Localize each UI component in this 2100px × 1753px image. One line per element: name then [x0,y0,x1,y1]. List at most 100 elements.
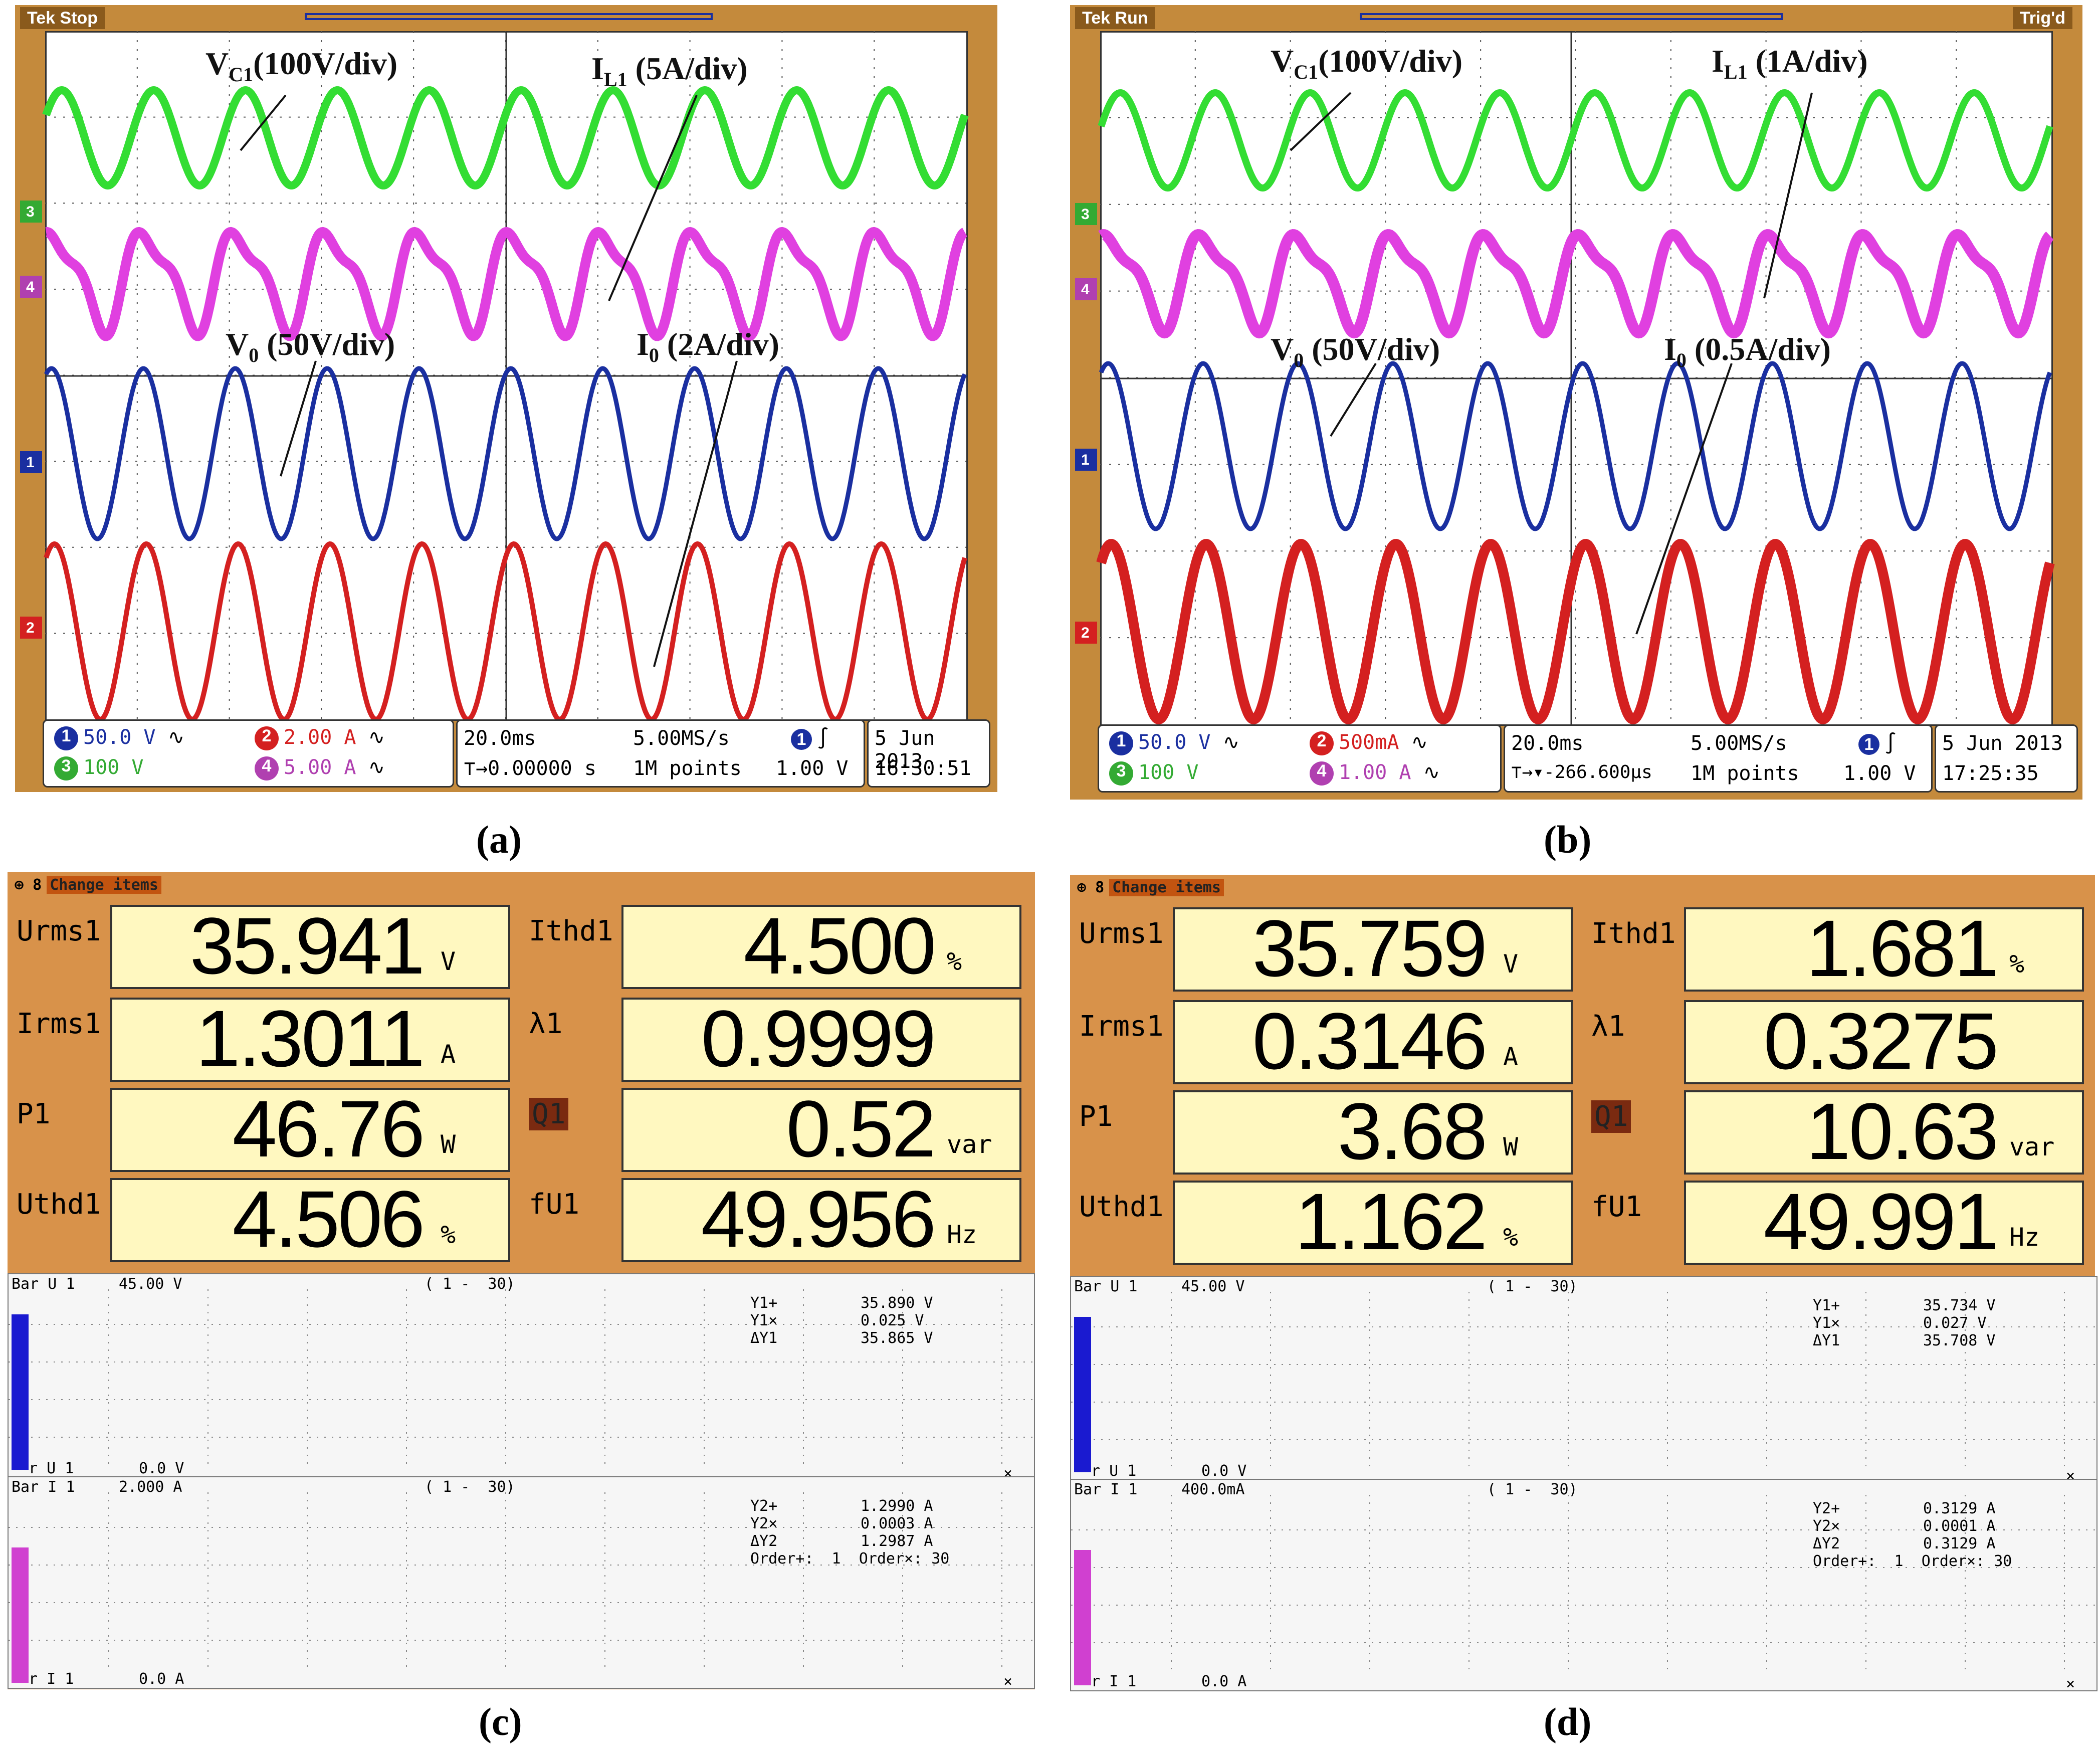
scope-panel-a: Tek Stop 3 4 1 2 VC1(100V/div) IL1 (5A/d… [15,5,997,792]
left-param-label: Irms1 [1079,1010,1164,1043]
right-param-label: fU1 [529,1188,580,1221]
left-value: 35.759 [1252,903,1488,993]
datetime-box: 5 Jun 2013 16:30:51 [867,719,990,788]
right-value-box: 10.63 var [1684,1086,2084,1176]
left-value: 4.506 [232,1174,425,1264]
harmonic-bar-voltage: Bar U 1 45.00 V ( 1 - 30) Y1+ 35.890 V Y1… [8,1273,1035,1482]
left-param-label: Irms1 [17,1008,101,1040]
vc1-trace [42,86,969,190]
v0-trace [44,366,967,541]
left-unit: % [441,1220,456,1249]
left-unit: W [441,1130,456,1159]
harmonic-bar-voltage: Bar U 1 45.00 V ( 1 - 30) Y1+ 35.734 V Y1… [1070,1276,2097,1485]
i0-trace [1096,539,2055,724]
ch1-marker: 1 [26,454,35,471]
vc1-trace [1098,89,2053,192]
label-vc1: VC1(100V/div) [1271,43,1463,83]
label-il1: IL1 (5A/div) [591,51,748,91]
trigger-status: Trig'd [2012,7,2072,29]
svg-text:3: 3 [1081,206,1090,223]
right-param-label: fU1 [1591,1191,1642,1223]
right-unit: var [2009,1132,2055,1161]
meter-header: ⊕ 8 Change items [15,876,161,894]
channel-settings-box: 1 50.0 V ∿ 2 500mA ∿ 3 100 V 4 1.00 A ∿ [1098,724,1502,793]
right-value: 0.9999 [701,994,936,1083]
label-i0: I0 (2A/div) [637,326,779,366]
left-param-label: P1 [17,1098,51,1130]
left-value-box: 1.162 % [1173,1177,1573,1266]
waveforms-a: 3 4 1 2 [20,13,969,722]
right-param-label: Ithd1 [529,915,613,947]
left-value: 0.3146 [1252,996,1488,1086]
ch1-badge: 1 [54,726,78,750]
right-param-label: Q1 [529,1098,569,1130]
right-param-label: Ithd1 [1591,917,1676,950]
close-icon[interactable]: × [1003,1673,1013,1690]
right-value-box: 0.52 var [621,1084,1021,1174]
right-value: 10.63 [1806,1086,1999,1176]
right-value-box: 0.9999 [621,994,1021,1083]
right-value: 1.681 [1806,903,1999,993]
svg-text:1: 1 [1081,452,1090,468]
label-vc1: VC1(100V/div) [205,46,398,86]
left-unit: % [1503,1223,1519,1252]
left-value: 3.68 [1337,1086,1488,1176]
ch2-badge: 2 [255,726,279,750]
left-value: 46.76 [232,1084,425,1174]
scope-panel-b: Tek Run Trig'd 3 4 1 2 VC1(100V/div) IL1… [1070,5,2082,800]
channel-settings-box: 1 50.0 V ∿ 2 2.00 A ∿ 3 100 V 4 5.00 A ∿ [43,719,454,788]
caption-b: (b) [1544,818,1592,861]
record-bar [305,13,713,20]
i0-trace [44,541,967,722]
record-bar [1360,13,1783,20]
v0-trace [1099,361,2052,531]
right-param-label: Q1 [1591,1100,1631,1133]
left-value: 35.941 [189,901,425,991]
label-v0: V0 (50V/div) [226,326,395,366]
right-unit: % [947,947,962,976]
label-i0: I0 (0.5A/div) [1664,331,1831,371]
right-unit: Hz [2009,1223,2040,1252]
left-value: 1.162 [1295,1177,1488,1266]
left-param-label: P1 [1079,1100,1113,1133]
left-value-box: 35.759 V [1173,903,1573,993]
fundamental-current-bar [12,1547,29,1683]
left-param-label: Uthd1 [17,1188,101,1221]
caption-d: (d) [1544,1700,1592,1743]
left-value-box: 35.941 V [110,901,510,991]
left-unit: W [1503,1132,1519,1161]
fundamental-voltage-bar [12,1314,29,1470]
left-value: 1.3011 [195,994,425,1083]
label-il1: IL1 (1A/div) [1712,43,1868,83]
right-param-label: λ1 [1591,1010,1625,1043]
timebase-box: 20.0ms 5.00MS/s ⊤→0.00000 s 1M points 1 ∫… [456,719,865,788]
close-icon[interactable]: × [2066,1675,2075,1693]
left-unit: V [441,947,456,976]
right-unit: % [2009,949,2025,979]
change-items-button[interactable]: Change items [1109,879,1224,896]
left-param-label: Urms1 [1079,917,1164,950]
fundamental-voltage-bar [1074,1317,1091,1472]
left-param-label: Urms1 [17,915,101,947]
power-meter-panel-d: ⊕ 8 Change items Urms1 35.759 V Ithd1 1.681… [1070,875,2097,1693]
right-value-box: 49.956 Hz [621,1174,1021,1264]
il1-trace [1098,229,2054,339]
right-value-box: 0.3275 [1684,996,2084,1086]
harmonic-bar-current: Bar I 1 400.0mA ( 1 - 30) Y2+ 0.3129 A Y2… [1070,1479,2097,1693]
left-value-box: 4.506 % [110,1174,510,1264]
svg-text:2: 2 [1081,625,1090,641]
right-unit: Hz [947,1220,977,1249]
left-value-box: 3.68 W [1173,1086,1573,1176]
right-value: 49.991 [1763,1177,1999,1266]
right-value: 0.3275 [1763,996,1999,1086]
ch4-marker: 4 [26,279,35,295]
left-unit: A [441,1040,456,1069]
change-items-button[interactable]: Change items [47,876,161,894]
right-value-box: 4.500 % [621,901,1021,991]
ch3-badge: 3 [54,756,78,781]
right-param-label: λ1 [529,1008,563,1040]
right-value: 49.956 [701,1174,936,1264]
waveforms-b: 3 4 1 2 [1075,13,2055,724]
left-value-box: 46.76 W [110,1084,510,1174]
caption-c: (c) [479,1700,522,1743]
